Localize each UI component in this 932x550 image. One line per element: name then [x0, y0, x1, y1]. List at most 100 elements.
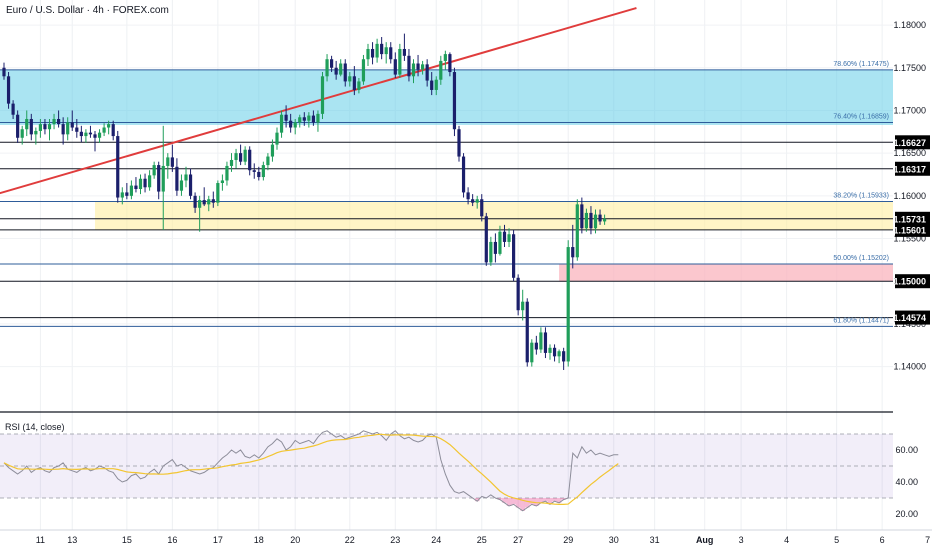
candle-body	[66, 122, 70, 135]
candle-body	[575, 204, 579, 258]
candle	[57, 110, 61, 128]
zone-red	[559, 263, 893, 282]
candle	[375, 38, 379, 63]
candle-body	[275, 132, 279, 145]
rsi-oversold	[556, 498, 562, 503]
candle-body	[148, 175, 152, 188]
candle-body	[375, 43, 379, 58]
rsi-oversold	[474, 498, 480, 502]
candle	[498, 225, 502, 256]
candle	[598, 209, 602, 225]
candle-body	[20, 129, 24, 138]
candle-body	[384, 47, 388, 55]
candle-body	[29, 118, 33, 135]
rsi-oversold	[506, 498, 512, 506]
candle	[430, 72, 434, 96]
candle-body	[25, 118, 29, 130]
candle	[589, 206, 593, 235]
candle	[352, 66, 356, 96]
candle	[198, 195, 202, 232]
candles-layer[interactable]	[2, 33, 607, 370]
candle-body	[593, 214, 598, 229]
candle	[384, 42, 388, 64]
candle-body	[107, 124, 111, 128]
candle	[393, 52, 397, 79]
candle-body	[330, 59, 334, 68]
candle-body	[293, 122, 297, 128]
candle-body	[316, 113, 320, 123]
candle	[29, 113, 33, 141]
candle	[261, 161, 265, 181]
candle-body	[507, 234, 511, 242]
rsi-oversold	[515, 498, 521, 508]
candle	[107, 120, 111, 135]
candle	[448, 52, 452, 77]
candle-body	[416, 63, 420, 70]
candle	[125, 183, 129, 200]
candle	[361, 54, 366, 85]
candle-body	[352, 76, 356, 90]
candle-body	[193, 195, 197, 208]
candle	[530, 339, 534, 367]
levels-layer	[0, 141, 893, 319]
candle	[507, 228, 511, 248]
candle-body	[484, 216, 488, 263]
candle-body	[143, 178, 147, 188]
candle	[311, 110, 315, 126]
zone-blue	[0, 69, 893, 125]
candle	[2, 62, 6, 80]
time-tick: 4	[784, 535, 789, 545]
rsi-oversold	[552, 498, 557, 502]
candle-body	[407, 55, 411, 77]
candle	[398, 43, 402, 79]
candle-body	[57, 118, 61, 125]
candle-body	[398, 48, 402, 75]
candle	[493, 233, 497, 263]
candle-body	[289, 120, 293, 128]
rsi-oversold	[543, 498, 548, 502]
candle	[25, 110, 29, 137]
candle-body	[448, 54, 452, 73]
candle-body	[220, 180, 224, 184]
candle	[229, 153, 234, 172]
time-axis-bg	[0, 530, 932, 550]
candle	[471, 194, 475, 207]
candle-body	[457, 129, 461, 157]
time-tick: 18	[254, 535, 264, 545]
candle	[79, 125, 83, 143]
rsi-tick: 60.00	[895, 445, 918, 455]
candle	[603, 214, 607, 225]
candle-body	[584, 212, 588, 229]
candle-body	[502, 231, 507, 242]
candle	[575, 199, 579, 261]
candle-body	[216, 183, 220, 203]
price-tag	[895, 135, 930, 150]
time-tick: 11	[36, 535, 45, 545]
rsi-tick: 40.00	[895, 477, 918, 487]
price-tag-label: 1.16627	[893, 138, 926, 148]
candle-body	[16, 114, 20, 138]
candle	[143, 173, 147, 193]
candle	[161, 125, 165, 230]
candle	[512, 229, 516, 282]
candle	[421, 60, 425, 75]
candle	[357, 78, 361, 94]
candle-body	[302, 117, 306, 121]
candle-body	[430, 80, 434, 90]
candle	[302, 112, 306, 126]
candle-body	[179, 180, 184, 191]
candle	[521, 289, 525, 321]
candle-body	[61, 124, 65, 135]
candle	[298, 114, 302, 128]
candle-body	[229, 159, 234, 166]
candle-body	[102, 127, 106, 133]
candle	[539, 327, 543, 353]
candle	[202, 187, 206, 207]
candle-body	[129, 185, 133, 196]
candle-body	[166, 157, 170, 166]
trendline	[0, 7, 637, 195]
candle	[452, 67, 457, 137]
candle-body	[480, 199, 484, 217]
candle	[166, 153, 170, 179]
